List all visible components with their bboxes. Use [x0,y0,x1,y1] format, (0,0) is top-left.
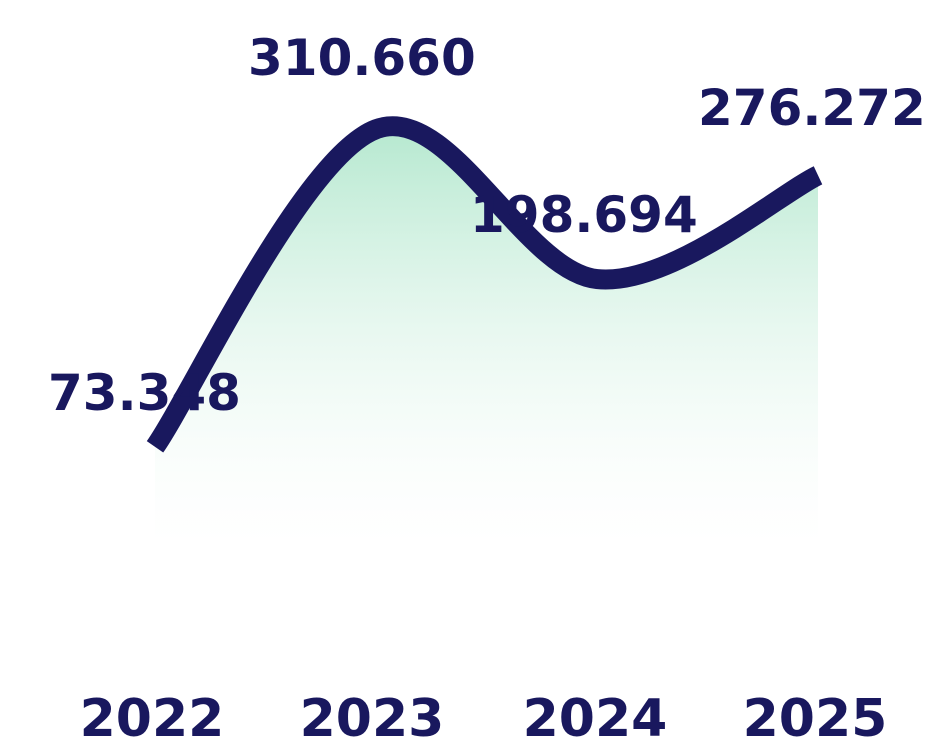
x-tick-2023: 2023 [300,689,445,747]
series-line [146,116,823,453]
data-label-2024: 198.694 [470,186,698,244]
x-tick-2024: 2024 [523,689,668,747]
area-fill [155,126,818,546]
x-tick-2025: 2025 [743,689,888,747]
data-label-2023: 310.660 [248,29,476,87]
data-label-2025: 276.272 [698,79,926,137]
data-label-2022: 73.348 [48,364,241,422]
x-tick-2022: 2022 [80,689,225,747]
